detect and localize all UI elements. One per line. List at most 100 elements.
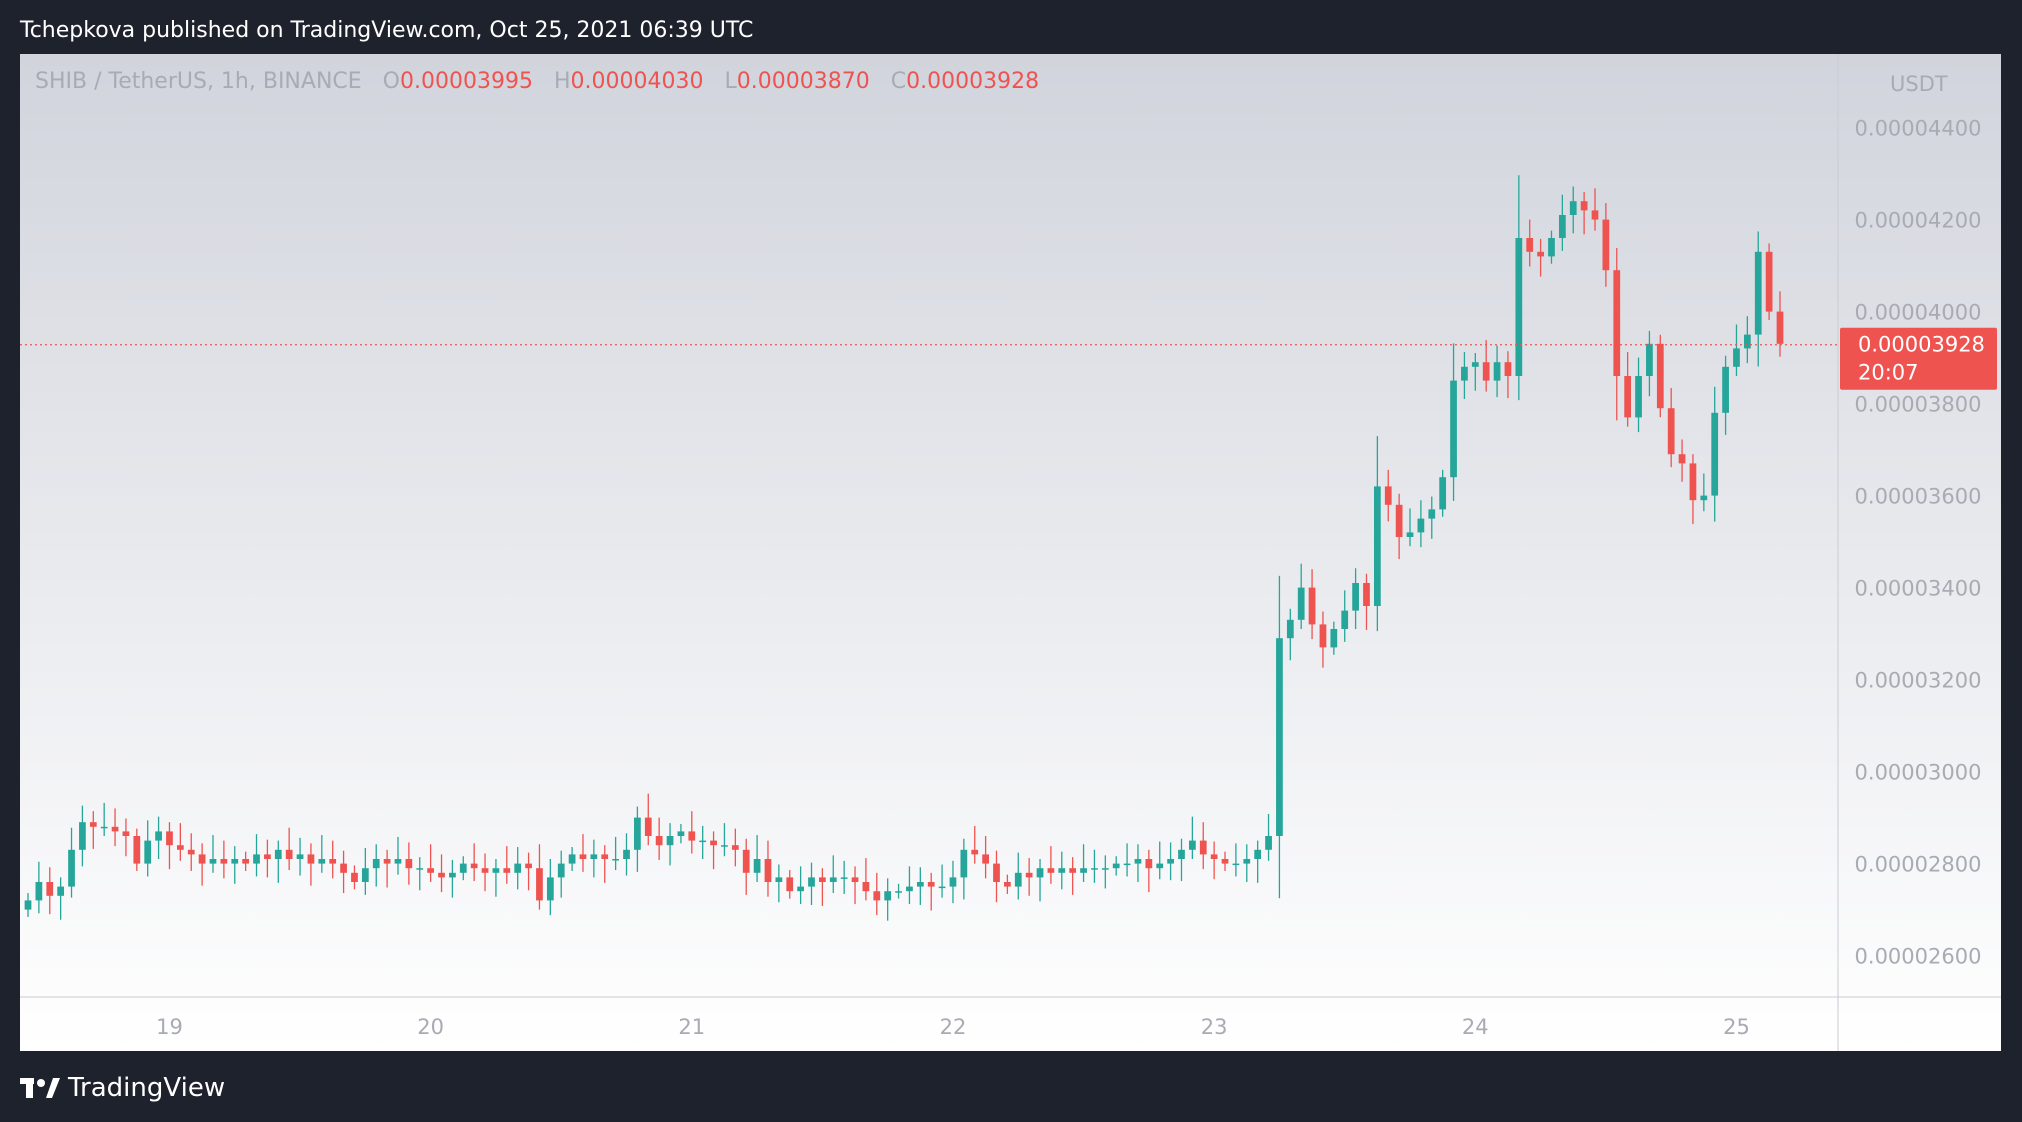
candle-body[interactable]: [1134, 859, 1142, 864]
candle-body[interactable]: [982, 854, 989, 864]
candle-body[interactable]: [122, 831, 130, 836]
candle-body[interactable]: [155, 831, 162, 841]
candle-body[interactable]: [1069, 868, 1077, 873]
candle-body[interactable]: [1145, 859, 1153, 869]
candle-body[interactable]: [1373, 486, 1381, 606]
candle-body[interactable]: [764, 859, 772, 882]
candle-body[interactable]: [568, 854, 576, 864]
candle-body[interactable]: [1406, 532, 1414, 537]
candle-body[interactable]: [1635, 376, 1642, 418]
candle-body[interactable]: [144, 840, 152, 864]
candle-body[interactable]: [1428, 509, 1436, 519]
candle-body[interactable]: [873, 891, 881, 901]
candle-body[interactable]: [1733, 348, 1740, 367]
candle-body[interactable]: [318, 859, 326, 864]
candle-body[interactable]: [1754, 251, 1762, 335]
candle-body[interactable]: [372, 859, 380, 869]
candle-body[interactable]: [1297, 587, 1305, 620]
candle-body[interactable]: [949, 877, 957, 887]
candle-body[interactable]: [1493, 362, 1501, 381]
candle-body[interactable]: [819, 877, 826, 882]
candle-body[interactable]: [1624, 376, 1632, 418]
candle-body[interactable]: [1471, 362, 1479, 367]
candle-body[interactable]: [1308, 587, 1316, 625]
candle-body[interactable]: [1646, 343, 1653, 376]
candle-body[interactable]: [1613, 270, 1621, 376]
candle-body[interactable]: [1178, 849, 1185, 859]
candle-body[interactable]: [1526, 238, 1534, 252]
symbol-label[interactable]: SHIB / TetherUS, 1h, BINANCE: [35, 69, 362, 94]
candle-body[interactable]: [1014, 872, 1022, 887]
candle-body[interactable]: [1286, 619, 1294, 639]
candle-body[interactable]: [1199, 840, 1207, 855]
candle-body[interactable]: [1558, 215, 1566, 238]
chart-panel[interactable]: SHIB / TetherUS, 1h, BINANCE O0.00003995…: [20, 54, 2001, 1051]
candle-body[interactable]: [383, 859, 391, 864]
candle-body[interactable]: [1439, 477, 1447, 510]
candle-body[interactable]: [546, 877, 554, 901]
candle-body[interactable]: [590, 854, 598, 859]
candle-body[interactable]: [351, 872, 358, 882]
candle-body[interactable]: [1417, 518, 1425, 533]
candle-body[interactable]: [906, 886, 913, 892]
candle-body[interactable]: [89, 822, 97, 827]
candle-body[interactable]: [187, 849, 195, 855]
candle-body[interactable]: [449, 872, 456, 878]
candle-body[interactable]: [688, 831, 696, 841]
candle-body[interactable]: [1047, 868, 1055, 873]
candle-body[interactable]: [579, 854, 587, 859]
candle-body[interactable]: [721, 845, 728, 847]
candle-body[interactable]: [198, 854, 206, 864]
candle-body[interactable]: [307, 854, 315, 864]
candle-body[interactable]: [1722, 366, 1729, 413]
candle-body[interactable]: [634, 817, 641, 850]
candle-body[interactable]: [57, 886, 65, 896]
candle-body[interactable]: [1678, 454, 1686, 464]
candle-body[interactable]: [1743, 334, 1751, 349]
candle-body[interactable]: [503, 868, 511, 873]
candle-body[interactable]: [960, 849, 968, 878]
candle-body[interactable]: [340, 863, 347, 873]
candle-body[interactable]: [459, 863, 467, 873]
candle-body[interactable]: [851, 877, 859, 882]
candle-body[interactable]: [1004, 882, 1011, 887]
candle-body[interactable]: [242, 859, 250, 864]
candle-body[interactable]: [797, 886, 804, 892]
candle-body[interactable]: [775, 877, 783, 882]
candle-body[interactable]: [514, 863, 522, 873]
candle-body[interactable]: [916, 882, 924, 887]
candle-body[interactable]: [111, 826, 119, 832]
candle-body[interactable]: [1482, 362, 1490, 381]
candle-body[interactable]: [1341, 610, 1349, 629]
candle-body[interactable]: [1569, 201, 1577, 215]
candle-body[interactable]: [1776, 311, 1784, 344]
candle-body[interactable]: [1363, 583, 1370, 606]
candle-body[interactable]: [394, 859, 402, 864]
candle-body[interactable]: [1112, 863, 1120, 869]
candle-body[interactable]: [329, 859, 337, 864]
candle-body[interactable]: [1515, 238, 1523, 376]
candle-body[interactable]: [1689, 463, 1697, 501]
candle-body[interactable]: [1058, 868, 1066, 873]
candle-body[interactable]: [623, 849, 630, 859]
candle-body[interactable]: [710, 840, 717, 846]
candle-body[interactable]: [264, 854, 271, 859]
candle-body[interactable]: [1221, 859, 1229, 864]
candle-body[interactable]: [1395, 504, 1403, 537]
candle-body[interactable]: [46, 882, 54, 896]
candle-body[interactable]: [1450, 380, 1457, 478]
candle-body[interactable]: [666, 836, 674, 846]
candle-body[interactable]: [993, 863, 1000, 882]
candle-body[interactable]: [612, 859, 620, 861]
candle-body[interactable]: [895, 891, 902, 893]
candle-body[interactable]: [481, 868, 489, 873]
candle-body[interactable]: [220, 859, 228, 864]
candle-body[interactable]: [1188, 840, 1196, 850]
candle-body[interactable]: [285, 849, 293, 859]
candle-body[interactable]: [1591, 210, 1599, 220]
candle-body[interactable]: [1656, 343, 1664, 409]
candle-body[interactable]: [1548, 238, 1555, 257]
candle-body[interactable]: [133, 836, 141, 864]
candle-body[interactable]: [1091, 868, 1098, 870]
candle-body[interactable]: [1167, 859, 1174, 864]
